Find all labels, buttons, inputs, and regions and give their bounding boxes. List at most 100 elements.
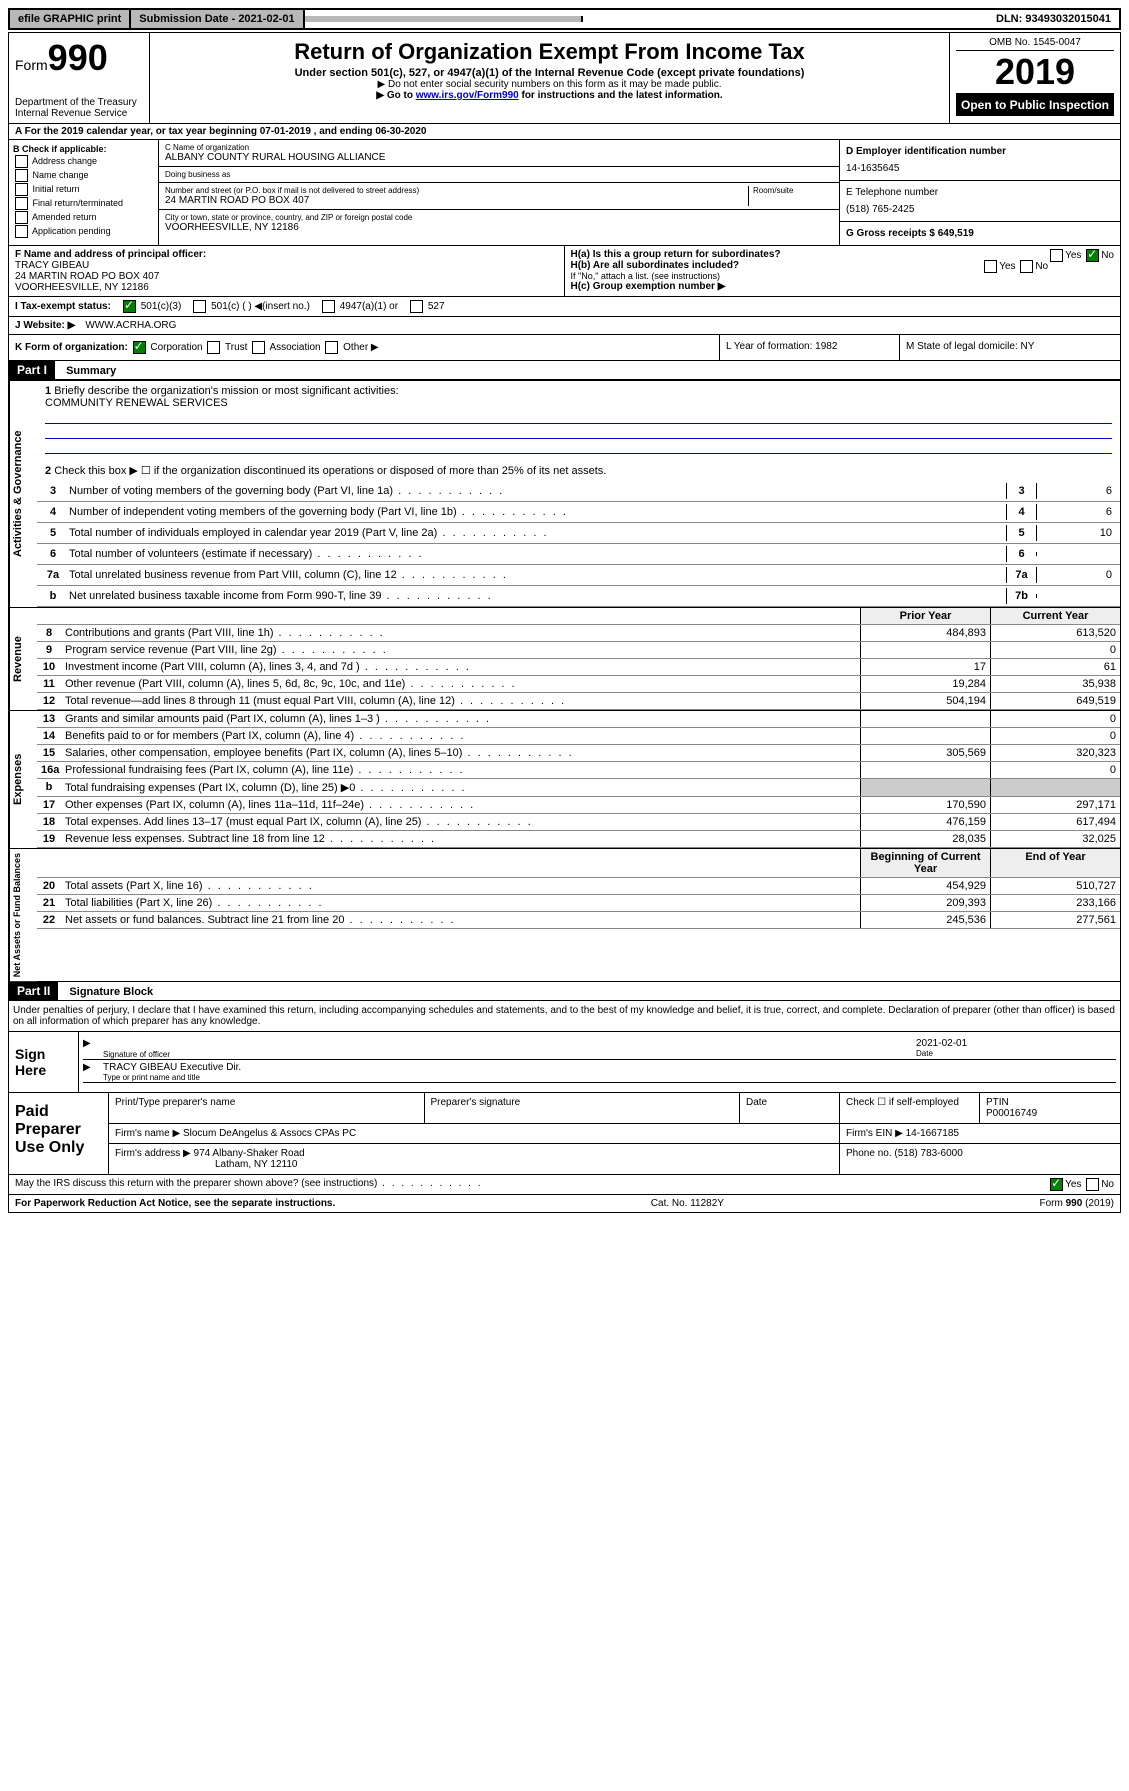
paid-preparer-label: Paid Preparer Use Only xyxy=(9,1093,109,1174)
check-initial-return[interactable]: Initial return xyxy=(13,183,154,196)
firm-ein: 14-1667185 xyxy=(906,1128,959,1139)
dba-label: Doing business as xyxy=(165,170,833,179)
check-address-change[interactable]: Address change xyxy=(13,155,154,168)
firm-name-row: Firm's name ▶ Slocum DeAngelus & Assocs … xyxy=(109,1124,1120,1144)
sign-here-row: Sign Here ▶ Signature of officer 2021-02… xyxy=(9,1032,1120,1092)
gross-receipts-row: G Gross receipts $ 649,519 xyxy=(840,222,1120,245)
vert-revenue: Revenue xyxy=(9,608,37,710)
blank-button xyxy=(305,16,583,22)
revenue-section: Revenue Prior Year Current Year 8Contrib… xyxy=(8,608,1121,711)
ha-label: H(a) Is this a group return for subordin… xyxy=(571,249,781,260)
firm-name-label: Firm's name ▶ xyxy=(115,1128,180,1139)
self-employed-check[interactable]: Check ☐ if self-employed xyxy=(840,1093,980,1123)
sig-officer-label: Signature of officer xyxy=(103,1038,916,1059)
status-501c3[interactable]: 501(c)(3) xyxy=(121,300,181,313)
form-number: 990 xyxy=(48,37,108,78)
part1-badge: Part I xyxy=(9,361,55,379)
fin-line-14: 14Benefits paid to or for members (Part … xyxy=(37,728,1120,745)
line2-label: Check this box ▶ ☐ if the organization d… xyxy=(54,465,606,477)
header-center: Return of Organization Exempt From Incom… xyxy=(149,33,950,123)
year-formation: L Year of formation: 1982 xyxy=(720,335,900,360)
k-corp: Corporation xyxy=(150,342,202,353)
preparer-header-row: Print/Type preparer's name Preparer's si… xyxy=(109,1093,1120,1124)
revenue-header: Prior Year Current Year xyxy=(37,608,1120,625)
sig-fields: ▶ Signature of officer 2021-02-01Date ▶ … xyxy=(79,1032,1120,1092)
penalty-statement: Under penalties of perjury, I declare th… xyxy=(9,1001,1120,1032)
part1-lines: 3Number of voting members of the governi… xyxy=(37,481,1120,607)
firm-phone-label: Phone no. xyxy=(846,1148,892,1159)
part1-content: 1 Briefly describe the organization's mi… xyxy=(37,381,1120,607)
k-other: Other ▶ xyxy=(343,342,378,353)
part2-badge: Part II xyxy=(9,982,58,1000)
k-assoc: Association xyxy=(269,342,320,353)
revenue-lines: Prior Year Current Year 8Contributions a… xyxy=(37,608,1120,710)
website-row: J Website: ▶ WWW.ACRHA.ORG xyxy=(8,317,1121,335)
entity-grid: B Check if applicable: Address change Na… xyxy=(8,140,1121,246)
discuss-yes-no[interactable]: Yes No xyxy=(1048,1178,1114,1191)
officer-name-line: ▶ TRACY GIBEAU Executive Dir.Type or pri… xyxy=(83,1062,1116,1083)
k-l-m-row: K Form of organization: Corporation Trus… xyxy=(8,335,1121,361)
form-note1: ▶ Do not enter social security numbers o… xyxy=(156,79,943,90)
ein-value: 14-1635645 xyxy=(846,163,1114,174)
check-final-return[interactable]: Final return/terminated xyxy=(13,197,154,210)
address-row: Number and street (or P.O. box if mail i… xyxy=(159,183,839,210)
dln-label: DLN: 93493032015041 xyxy=(988,10,1119,28)
cat-number: Cat. No. 11282Y xyxy=(651,1198,724,1209)
end-year-hdr: End of Year xyxy=(990,849,1120,877)
org-name-row: C Name of organization ALBANY COUNTY RUR… xyxy=(159,140,839,167)
tax-year: 2019 xyxy=(956,51,1114,94)
fin-line-16a: 16aProfessional fundraising fees (Part I… xyxy=(37,762,1120,779)
form-note2: ▶ Go to www.irs.gov/Form990 for instruct… xyxy=(156,90,943,101)
expenses-section: Expenses 13Grants and similar amounts pa… xyxy=(8,711,1121,849)
fin-line-11: 11Other revenue (Part VIII, column (A), … xyxy=(37,676,1120,693)
section-a-period: A For the 2019 calendar year, or tax yea… xyxy=(8,124,1121,140)
check-name-change[interactable]: Name change xyxy=(13,169,154,182)
officer-addr1: 24 MARTIN ROAD PO BOX 407 xyxy=(15,271,558,282)
top-bar: efile GRAPHIC print Submission Date - 20… xyxy=(8,8,1121,30)
efile-print-button[interactable]: efile GRAPHIC print xyxy=(10,10,131,28)
submission-date-button[interactable]: Submission Date - 2021-02-01 xyxy=(131,10,304,28)
net-header: Beginning of Current Year End of Year xyxy=(37,849,1120,878)
fin-line-18: 18Total expenses. Add lines 13–17 (must … xyxy=(37,814,1120,831)
part1-body: Activities & Governance 1 Briefly descri… xyxy=(8,380,1121,608)
check-amended-return[interactable]: Amended return xyxy=(13,211,154,224)
type-name-label: Type or print name and title xyxy=(103,1073,1116,1082)
fin-line-22: 22Net assets or fund balances. Subtract … xyxy=(37,912,1120,929)
part2-title: Signature Block xyxy=(61,984,161,1000)
status-527[interactable]: 527 xyxy=(408,300,444,313)
officer-sig-line: ▶ Signature of officer 2021-02-01Date xyxy=(83,1038,1116,1060)
part1-header-row: Part I Summary xyxy=(8,361,1121,380)
form-number-cell: Form990 Department of the Treasury Inter… xyxy=(9,33,149,123)
status-4947[interactable]: 4947(a)(1) or xyxy=(320,300,398,313)
check-b-label: B Check if applicable: xyxy=(13,144,154,154)
omb-number: OMB No. 1545-0047 xyxy=(956,37,1114,51)
firm-phone: (518) 783-6000 xyxy=(894,1148,962,1159)
status-label: I Tax-exempt status: xyxy=(15,301,111,312)
signature-block: Under penalties of perjury, I declare th… xyxy=(8,1001,1121,1093)
tax-exempt-status-row: I Tax-exempt status: 501(c)(3) 501(c) ( … xyxy=(8,297,1121,317)
part1-line-7a: 7aTotal unrelated business revenue from … xyxy=(37,565,1120,586)
officer-typed-name: TRACY GIBEAU Executive Dir. xyxy=(103,1062,1116,1073)
part1-title: Summary xyxy=(58,363,124,379)
status-501c[interactable]: 501(c) ( ) ◀(insert no.) xyxy=(191,300,310,313)
k-trust: Trust xyxy=(225,342,247,353)
check-application-pending[interactable]: Application pending xyxy=(13,225,154,238)
k-label: K Form of organization: xyxy=(15,342,128,353)
prior-year-hdr: Prior Year xyxy=(860,608,990,624)
hc-label: H(c) Group exemption number ▶ xyxy=(571,281,1115,292)
net-assets-section: Net Assets or Fund Balances Beginning of… xyxy=(8,849,1121,982)
entity-info: C Name of organization ALBANY COUNTY RUR… xyxy=(159,140,840,245)
firm-city: Latham, NY 12110 xyxy=(215,1159,297,1170)
form-prefix: Form xyxy=(15,57,48,73)
irs-link[interactable]: www.irs.gov/Form990 xyxy=(416,90,519,101)
firm-name: Slocum DeAngelus & Assocs CPAs PC xyxy=(183,1128,356,1139)
form-subtitle: Under section 501(c), 527, or 4947(a)(1)… xyxy=(156,67,943,79)
net-assets-lines: Beginning of Current Year End of Year 20… xyxy=(37,849,1120,981)
form-of-org: K Form of organization: Corporation Trus… xyxy=(9,335,720,360)
fin-line-12: 12Total revenue—add lines 8 through 11 (… xyxy=(37,693,1120,710)
part1-line-b: bNet unrelated business taxable income f… xyxy=(37,586,1120,607)
firm-addr-row: Firm's address ▶ 974 Albany-Shaker RoadL… xyxy=(109,1144,1120,1174)
officer-addr2: VOORHEESVILLE, NY 12186 xyxy=(15,282,558,293)
sign-here-label: Sign Here xyxy=(9,1032,79,1092)
preparer-date-hdr: Date xyxy=(740,1093,840,1123)
